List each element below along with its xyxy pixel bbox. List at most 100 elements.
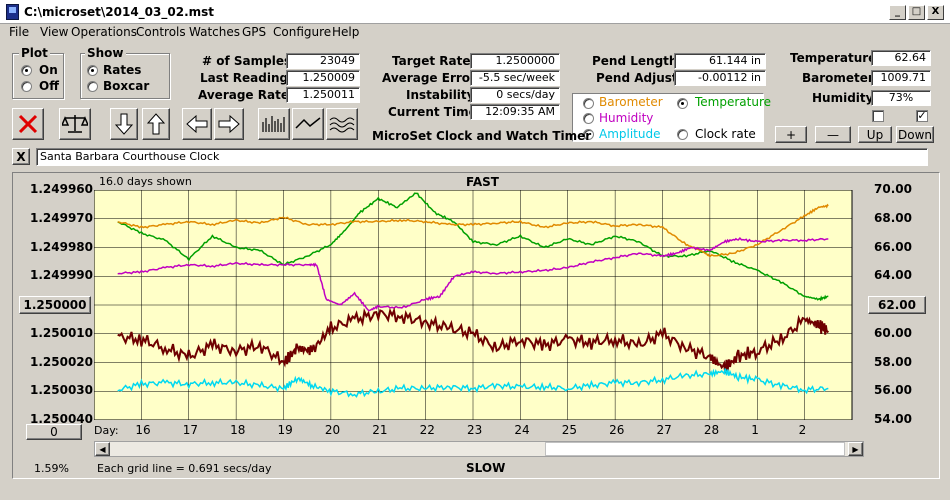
right-checkbox[interactable]: ✓	[916, 109, 928, 122]
average-error-field: -5.5 sec/week	[470, 70, 560, 86]
minimize-button[interactable]: _	[889, 5, 906, 20]
series-barometer	[117, 203, 829, 258]
right-tick-label: 54.00	[874, 412, 912, 426]
barometer-field: 1009.71	[871, 70, 931, 86]
left-tick-label: 1.250010	[30, 325, 94, 340]
show-boxcar-radio[interactable]	[87, 81, 98, 92]
histogram-button[interactable]	[258, 108, 290, 140]
humidity-option-label: Humidity	[599, 111, 654, 125]
red-x-icon	[18, 114, 38, 134]
close-button[interactable]: X	[927, 5, 944, 20]
menu-configure[interactable]: Configure	[273, 25, 332, 39]
arrow-left-button[interactable]	[182, 108, 212, 140]
histogram-icon	[262, 116, 285, 132]
humidity-radio[interactable]	[583, 113, 594, 124]
amplitude-option-label: Amplitude	[599, 127, 661, 141]
temperature-field: 62.64	[871, 50, 931, 66]
samples-field: 23049	[286, 53, 360, 69]
rate-chart	[94, 190, 853, 420]
app-icon	[6, 4, 19, 20]
wave-plot-button[interactable]	[326, 108, 358, 140]
barometer-radio[interactable]	[583, 98, 594, 109]
temperature-label: Temperature:	[790, 51, 882, 65]
clear-clock-button[interactable]: X	[12, 148, 30, 165]
left-tick-label: 1.249980	[30, 239, 94, 254]
plot-off-radio[interactable]	[21, 81, 32, 92]
right-axis-labels: 70.00 68.00 66.00 64.00 60.00 58.00 56.00 54.00	[870, 0, 940, 500]
plus-button[interactable]: +	[775, 126, 807, 143]
target-rate-label: Target Rate:	[392, 54, 476, 68]
series-amplitude	[117, 368, 829, 398]
time-scrollbar[interactable]: ◀ ▶	[94, 441, 864, 457]
clear-button[interactable]	[12, 108, 44, 140]
down-button[interactable]: Down	[896, 126, 934, 143]
pend-length-label: Pend Length:	[592, 54, 683, 68]
clock-name-field[interactable]: Santa Barbara Courthouse Clock	[36, 148, 928, 166]
arrow-down-icon	[115, 113, 133, 135]
arrow-up-button[interactable]	[142, 108, 170, 140]
arrow-right-button[interactable]	[214, 108, 244, 140]
clock-rate-radio[interactable]	[677, 129, 688, 140]
show-rates-radio[interactable]	[87, 65, 98, 76]
show-boxcar-label: Boxcar	[103, 79, 150, 93]
scale-icon	[62, 115, 88, 133]
left-tick-label: 1.249990	[30, 268, 94, 283]
arrow-down-button[interactable]	[110, 108, 138, 140]
last-reading-label: Last Reading:	[200, 71, 293, 85]
line-plot-icon	[295, 117, 321, 129]
right-tick-label: 56.00	[874, 383, 912, 398]
balance-button[interactable]	[59, 108, 91, 140]
minus-button[interactable]: —	[815, 126, 851, 143]
chart-panel	[12, 172, 940, 479]
scroll-thumb[interactable]	[545, 442, 845, 456]
humidity-label: Humidity:	[812, 91, 879, 105]
plot-group: Plot On Off	[12, 46, 64, 99]
barometer-option-label: Barometer	[599, 95, 663, 109]
right-tick-label: 66.00	[874, 239, 912, 254]
fast-label: FAST	[466, 175, 499, 189]
current-time-field: 12:09:35 AM	[470, 104, 560, 120]
menu-gps[interactable]: GPS	[242, 25, 267, 39]
scroll-right-arrow[interactable]: ▶	[848, 442, 863, 456]
center-rate-button[interactable]: 1.250000	[19, 296, 91, 314]
temperature-option-label: Temperature	[695, 95, 772, 109]
arrow-right-icon	[218, 115, 240, 133]
menu-operations[interactable]: Operations	[71, 25, 137, 39]
amplitude-radio[interactable]	[583, 129, 594, 140]
menu-view[interactable]: View	[40, 25, 69, 39]
right-tick-label: 68.00	[874, 210, 912, 225]
current-time-label: Current Time:	[388, 105, 482, 119]
title-bar: C:\microset\2014_03_02.mst _ □ X	[0, 0, 950, 24]
average-rate-label: Average Rate:	[198, 88, 294, 102]
left-axis-labels: 1.249960 1.249970 1.249980 1.249990 1.250010…	[0, 0, 93, 500]
zero-button[interactable]: 0	[26, 424, 82, 440]
show-group: Show Rates Boxcar	[80, 46, 170, 99]
left-checkbox[interactable]	[872, 110, 884, 122]
instability-field: 0 secs/day	[470, 87, 560, 103]
menu-controls[interactable]: Controls	[136, 25, 186, 39]
left-tick-label: 1.249970	[30, 210, 94, 225]
series-humidity	[117, 236, 829, 312]
average-error-label: Average Error:	[382, 71, 481, 85]
day-axis-label: Day:	[94, 424, 119, 437]
pend-adjust-label: Pend Adjust:	[596, 71, 683, 85]
right-tick-label: 60.00	[874, 325, 912, 340]
plot-on-radio[interactable]	[21, 65, 32, 76]
center-temp-button[interactable]: 62.00	[868, 296, 926, 314]
app-caption: MicroSet Clock and Watch Timer	[372, 129, 592, 143]
menu-file[interactable]: File	[9, 25, 30, 39]
samples-label: # of Samples:	[202, 54, 296, 68]
window-title: C:\microset\2014_03_02.mst	[24, 5, 215, 19]
line-plot-button[interactable]	[292, 108, 324, 140]
wave-icon	[329, 117, 355, 133]
plot-on-label: On	[39, 63, 58, 77]
menu-help[interactable]: Help	[332, 25, 360, 39]
show-rates-label: Rates	[103, 63, 142, 77]
menu-watches[interactable]: Watches	[189, 25, 240, 39]
up-button[interactable]: Up	[858, 126, 892, 143]
maximize-button[interactable]: □	[908, 5, 925, 20]
show-group-title: Show	[85, 46, 126, 60]
temperature-radio[interactable]	[677, 98, 688, 109]
instability-label: Instability:	[406, 88, 480, 102]
scroll-left-arrow[interactable]: ◀	[95, 442, 110, 456]
